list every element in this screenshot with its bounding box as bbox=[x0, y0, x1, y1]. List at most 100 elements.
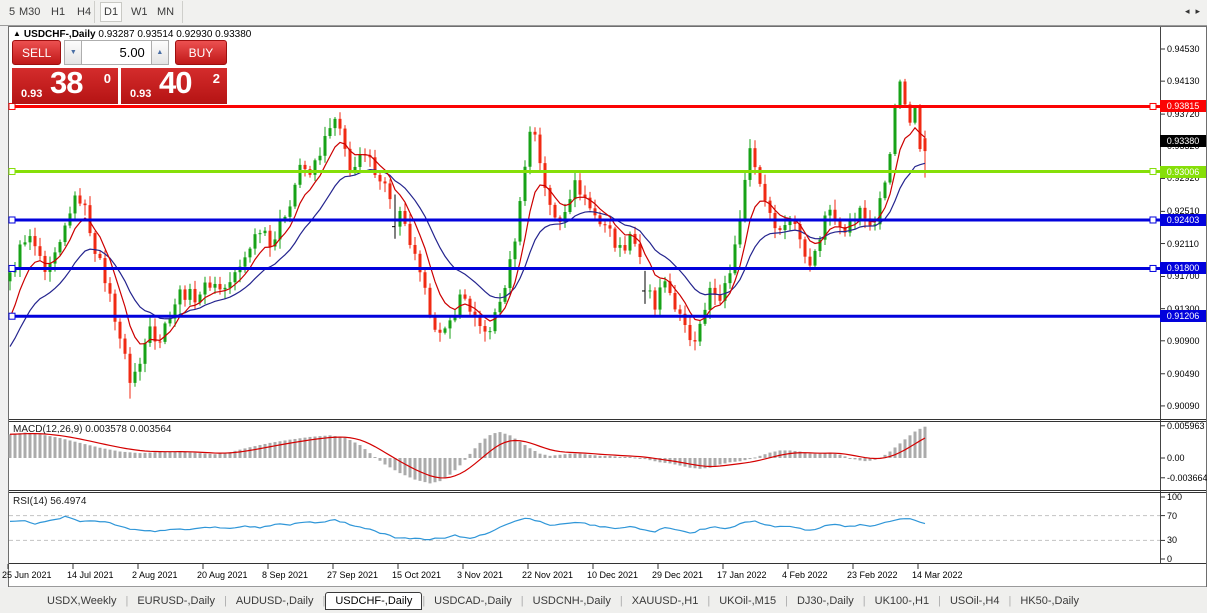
tab-dj30[interactable]: DJ30-,Daily bbox=[796, 594, 854, 607]
price-tick-label: 0.92510 bbox=[1167, 206, 1200, 217]
tab-usdcad[interactable]: USDCAD-,Daily bbox=[434, 594, 512, 607]
date-tick-label: 23 Feb 2022 bbox=[847, 570, 898, 580]
price-level-badge: 0.93380 bbox=[1160, 135, 1206, 148]
date-tick-label: 15 Oct 2021 bbox=[392, 570, 442, 580]
date-tick-label: 29 Dec 2021 bbox=[652, 570, 704, 580]
date-tick-label: 8 Sep 2021 bbox=[262, 570, 309, 580]
ask-price-big: 40 bbox=[159, 65, 192, 100]
price-tick-label: 0.91300 bbox=[1167, 303, 1200, 314]
price-tick-label: 0.90090 bbox=[1167, 400, 1200, 411]
price-level-badge: 0.92403 bbox=[1160, 213, 1206, 226]
timeframe-toolbar: 5 M30 H1 H4 D1 W1 MN bbox=[0, 0, 1207, 26]
tab-scroll-right-icon[interactable]: ▸ bbox=[1195, 6, 1200, 16]
down-arrow-icon: ▼ bbox=[69, 49, 77, 56]
bid-price-prefix: 0.93 bbox=[21, 88, 43, 100]
tab-separator: | bbox=[223, 594, 227, 607]
price-tick-label: 0.90490 bbox=[1167, 368, 1200, 379]
tab-separator: | bbox=[862, 594, 866, 607]
rsi-indicator-label: RSI(14) 56.4974 bbox=[13, 496, 86, 507]
timeframe-button-h4[interactable]: H4 bbox=[77, 6, 92, 18]
tab-usdchf[interactable]: USDCHF-,Daily bbox=[325, 591, 423, 610]
rsi-name: RSI(14) bbox=[13, 496, 48, 507]
tab-separator: | bbox=[619, 594, 623, 607]
tab-separator: | bbox=[520, 594, 524, 607]
tab-separator: | bbox=[785, 594, 788, 607]
tab-xauusd[interactable]: XAUUSD-,H1 bbox=[631, 594, 699, 607]
macd-tick-label: 0.00 bbox=[1167, 453, 1185, 463]
price-tick-label: 0.93720 bbox=[1167, 109, 1200, 120]
tab-audusd[interactable]: AUDUSD-,Daily bbox=[235, 594, 314, 607]
timeframe-button-h1[interactable]: H1 bbox=[51, 6, 66, 18]
tab-ukoil[interactable]: UKOil-,M15 bbox=[719, 594, 777, 607]
volume-decrease-button[interactable]: ▼ bbox=[64, 40, 83, 65]
tab-scroll-arrows: ◂ ▸ bbox=[1182, 6, 1203, 17]
macd-tick-label: -0.003664 bbox=[1167, 472, 1207, 483]
macd-values: 0.003578 0.003564 bbox=[85, 424, 172, 435]
buy-button[interactable]: BUY bbox=[174, 40, 227, 65]
date-tick-label: 20 Aug 2021 bbox=[197, 570, 248, 580]
toolbar-separator bbox=[94, 1, 95, 23]
date-tick-label: 14 Mar 2022 bbox=[912, 570, 963, 580]
tab-separator: | bbox=[707, 594, 711, 607]
date-tick-label: 10 Dec 2021 bbox=[587, 570, 639, 580]
price-level-badge: 0.91206 bbox=[1160, 310, 1206, 323]
symbol-tab-bar: USDX,Weekly | EURUSD-,Daily | AUDUSD-,Daily |… bbox=[0, 588, 1207, 613]
bid-price-big: 38 bbox=[50, 65, 83, 100]
sell-button[interactable]: SELL bbox=[12, 40, 62, 65]
price-level-badge: 0.93815 bbox=[1160, 100, 1206, 113]
timeframe-button-w1[interactable]: W1 bbox=[131, 6, 148, 18]
price-tick-label: 0.90900 bbox=[1167, 335, 1200, 346]
ask-price-prefix: 0.93 bbox=[130, 88, 152, 100]
tab-uk100[interactable]: UK100-,H1 bbox=[874, 594, 930, 607]
price-tick-label: 0.92110 bbox=[1167, 238, 1199, 249]
tab-separator: | bbox=[322, 594, 326, 607]
rsi-values: 56.4974 bbox=[50, 496, 87, 507]
price-tick-label: 0.94130 bbox=[1167, 76, 1200, 87]
tab-usdcnh[interactable]: USDCNH-,Daily bbox=[532, 594, 611, 607]
chart-ohlc-values: 0.93287 0.93514 0.92930 0.93380 bbox=[98, 29, 252, 40]
tab-separator: | bbox=[1008, 594, 1012, 607]
price-tick-label: 0.92920 bbox=[1167, 173, 1200, 184]
timeframe-button-5[interactable]: 5 bbox=[9, 6, 16, 18]
tab-usdx[interactable]: USDX,Weekly bbox=[47, 594, 117, 607]
one-click-trade-panel: SELL ▼ 5.00 ▲ BUY 0.93 38 0 0.93 40 2 bbox=[12, 40, 227, 104]
ask-price-box[interactable]: 0.93 40 2 bbox=[121, 65, 227, 104]
price-level-badge: 0.91800 bbox=[1160, 262, 1206, 275]
timeframe-button-m30[interactable]: M30 bbox=[19, 6, 41, 18]
date-tick-label: 27 Sep 2021 bbox=[327, 570, 379, 580]
rsi-tick-label: 70 bbox=[1167, 510, 1178, 521]
rsi-tick-label: 30 bbox=[1167, 535, 1178, 546]
ask-price-pip: 2 bbox=[212, 71, 220, 86]
timeframe-button-d1[interactable]: D1 bbox=[100, 2, 123, 22]
timeframe-button-mn[interactable]: MN bbox=[157, 6, 175, 18]
chart-title: ▲ USDCHF-,Daily 0.93287 0.93514 0.92930 0… bbox=[13, 29, 251, 40]
tab-scroll-left-icon[interactable]: ◂ bbox=[1184, 6, 1190, 16]
date-tick-label: 17 Jan 2022 bbox=[717, 570, 767, 580]
collapse-triangle-icon[interactable]: ▲ bbox=[13, 29, 21, 38]
volume-input[interactable]: 5.00 bbox=[82, 40, 151, 65]
price-tick-label: 0.91700 bbox=[1167, 271, 1200, 282]
macd-name: MACD(12,26,9) bbox=[13, 424, 83, 435]
date-tick-label: 22 Nov 2021 bbox=[522, 570, 574, 580]
price-level-badge: 0.93006 bbox=[1160, 165, 1206, 178]
chart-symbol-label: USDCHF-,Daily bbox=[23, 29, 96, 40]
rsi-tick-label: 0 bbox=[1167, 554, 1173, 564]
volume-increase-button[interactable]: ▲ bbox=[150, 40, 169, 65]
date-tick-label: 14 Jul 2021 bbox=[67, 570, 114, 580]
up-arrow-icon: ▲ bbox=[156, 49, 164, 56]
date-tick-label: 4 Feb 2022 bbox=[782, 570, 828, 580]
tab-separator: | bbox=[422, 594, 426, 607]
toolbar-separator bbox=[182, 1, 183, 23]
tab-usoil[interactable]: USOil-,H4 bbox=[949, 594, 1000, 607]
tab-hk50[interactable]: HK50-,Daily bbox=[1020, 594, 1079, 607]
tab-eurusd[interactable]: EURUSD-,Daily bbox=[137, 594, 215, 607]
date-tick-label: 3 Nov 2021 bbox=[457, 570, 504, 580]
bid-price-box[interactable]: 0.93 38 0 bbox=[12, 65, 118, 104]
bid-price-pip: 0 bbox=[103, 71, 111, 86]
rsi-tick-label: 100 bbox=[1167, 492, 1183, 502]
tab-separator: | bbox=[938, 594, 941, 607]
date-tick-label: 2 Aug 2021 bbox=[132, 570, 178, 580]
price-tick-label: 0.94530 bbox=[1167, 44, 1200, 54]
